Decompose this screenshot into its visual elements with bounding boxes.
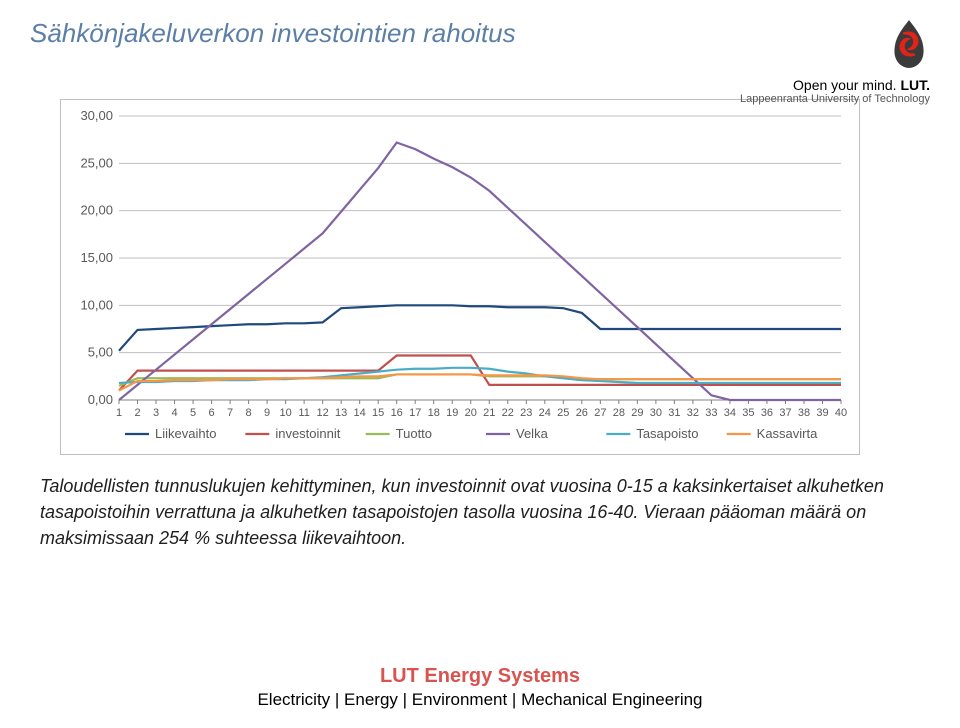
footer-title: LUT Energy Systems [0,665,960,688]
x-tick-label: 34 [724,407,736,419]
legend-label: Liikevaihto [155,426,216,441]
footer-subtitle: Electricity | Energy | Environment | Mec… [0,690,960,710]
x-tick-label: 23 [520,407,532,419]
x-tick-label: 24 [539,407,551,419]
x-tick-label: 10 [279,407,291,419]
x-tick-label: 7 [227,407,233,419]
legend-label: Tuotto [396,426,432,441]
logo-subtitle: Lappeenranta University of Technology [740,93,930,105]
x-tick-label: 14 [354,407,366,419]
x-tick-label: 36 [761,407,773,419]
legend-label: investoinnit [275,426,340,441]
x-tick-label: 32 [687,407,699,419]
x-tick-label: 4 [171,407,177,419]
y-tick-label: 25,00 [80,155,113,170]
x-tick-label: 38 [798,407,810,419]
legend-label: Kassavirta [757,426,818,441]
lut-logo-icon [888,18,930,70]
legend-label: Velka [516,426,549,441]
y-tick-label: 20,00 [80,203,113,218]
logo-tagline-pre: Open your mind. [793,77,900,93]
x-tick-label: 2 [134,407,140,419]
y-tick-label: 10,00 [80,297,113,312]
x-tick-label: 40 [835,407,847,419]
x-tick-label: 39 [816,407,828,419]
y-tick-label: 15,00 [80,250,113,265]
x-tick-label: 19 [446,407,458,419]
logo-block: Open your mind. LUT. Lappeenranta Univer… [740,18,930,105]
x-tick-label: 15 [372,407,384,419]
logo-tagline-bold: LUT. [900,77,930,93]
y-tick-label: 30,00 [80,108,113,123]
series-Velka [119,143,841,400]
x-tick-label: 5 [190,407,196,419]
x-tick-label: 26 [576,407,588,419]
x-tick-label: 9 [264,407,270,419]
legend-label: Tasapoisto [636,426,698,441]
x-tick-label: 16 [391,407,403,419]
series-investoinnit [119,356,841,391]
x-tick-label: 18 [428,407,440,419]
y-tick-label: 5,00 [88,345,113,360]
x-tick-label: 3 [153,407,159,419]
x-tick-label: 22 [502,407,514,419]
x-tick-label: 37 [779,407,791,419]
x-tick-label: 21 [483,407,495,419]
logo-tagline: Open your mind. LUT. [740,77,930,93]
x-tick-label: 30 [650,407,662,419]
x-tick-label: 11 [298,407,309,419]
x-tick-label: 33 [705,407,717,419]
x-tick-label: 35 [742,407,754,419]
x-tick-label: 20 [465,407,477,419]
x-tick-label: 28 [613,407,625,419]
line-chart: 0,005,0010,0015,0020,0025,0030,001234567… [60,99,860,455]
x-tick-label: 6 [209,407,215,419]
x-tick-label: 1 [116,407,122,419]
x-tick-label: 13 [335,407,347,419]
x-tick-label: 29 [631,407,643,419]
chart-canvas: 0,005,0010,0015,0020,0025,0030,001234567… [71,108,851,448]
x-tick-label: 17 [409,407,421,419]
x-tick-label: 12 [317,407,329,419]
x-tick-label: 27 [594,407,606,419]
y-tick-label: 0,00 [88,392,113,407]
chart-caption: Taloudellisten tunnuslukujen kehittymine… [40,473,920,551]
x-tick-label: 31 [668,407,680,419]
x-tick-label: 25 [557,407,569,419]
footer: LUT Energy Systems Electricity | Energy … [0,665,960,710]
x-tick-label: 8 [246,407,252,419]
